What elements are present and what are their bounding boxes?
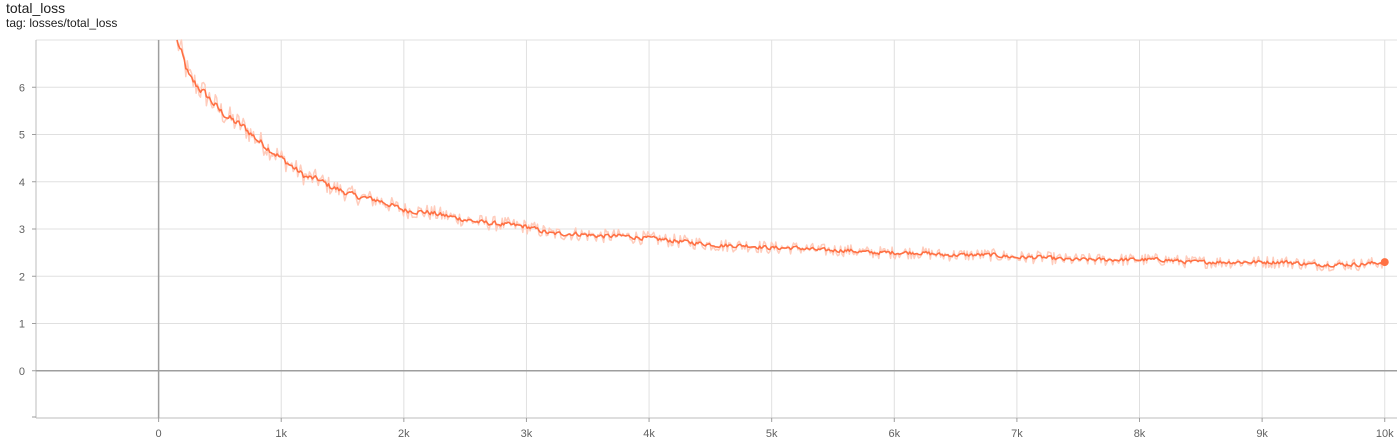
x-tick-label-3: 3k bbox=[521, 428, 533, 440]
series-line[interactable] bbox=[176, 39, 1385, 268]
grid bbox=[36, 39, 1397, 418]
chart-tag: tag: losses/total_loss bbox=[6, 16, 118, 30]
y-tick-label-0: 0 bbox=[19, 366, 25, 378]
raw-series-line bbox=[176, 39, 1385, 272]
y-tick-label-2: 2 bbox=[19, 271, 25, 283]
x-tick-label-10: 10k bbox=[1376, 428, 1394, 440]
x-tick-label-7: 7k bbox=[1011, 428, 1023, 440]
chart-title: total_loss bbox=[6, 0, 66, 16]
x-tick-label-8: 8k bbox=[1134, 428, 1146, 440]
x-tick-label-1: 1k bbox=[275, 428, 287, 440]
x-tick-label-9: 9k bbox=[1256, 428, 1268, 440]
series-end-point[interactable] bbox=[1380, 258, 1389, 267]
y-tick-label-4: 4 bbox=[19, 177, 25, 189]
y-tick-label-1: 1 bbox=[19, 319, 25, 331]
axes bbox=[32, 40, 1397, 422]
y-tick-label-6: 6 bbox=[19, 82, 25, 94]
smoothed-series[interactable] bbox=[176, 39, 1389, 268]
tick-labels: 0 1 2 3 4 5 6 0 1k 2k 3k 4k 5k 6k 7k 8k 9k 10k bbox=[19, 82, 1394, 440]
x-tick-label-6: 6k bbox=[888, 428, 900, 440]
x-tick-label-2: 2k bbox=[398, 428, 410, 440]
y-tick-label-3: 3 bbox=[19, 224, 25, 236]
y-tick-label-5: 5 bbox=[19, 130, 25, 142]
x-tick-label-5: 5k bbox=[766, 428, 778, 440]
x-tick-label-4: 4k bbox=[643, 428, 655, 440]
raw-series bbox=[176, 39, 1385, 272]
x-tick-label-0: 0 bbox=[156, 428, 162, 440]
